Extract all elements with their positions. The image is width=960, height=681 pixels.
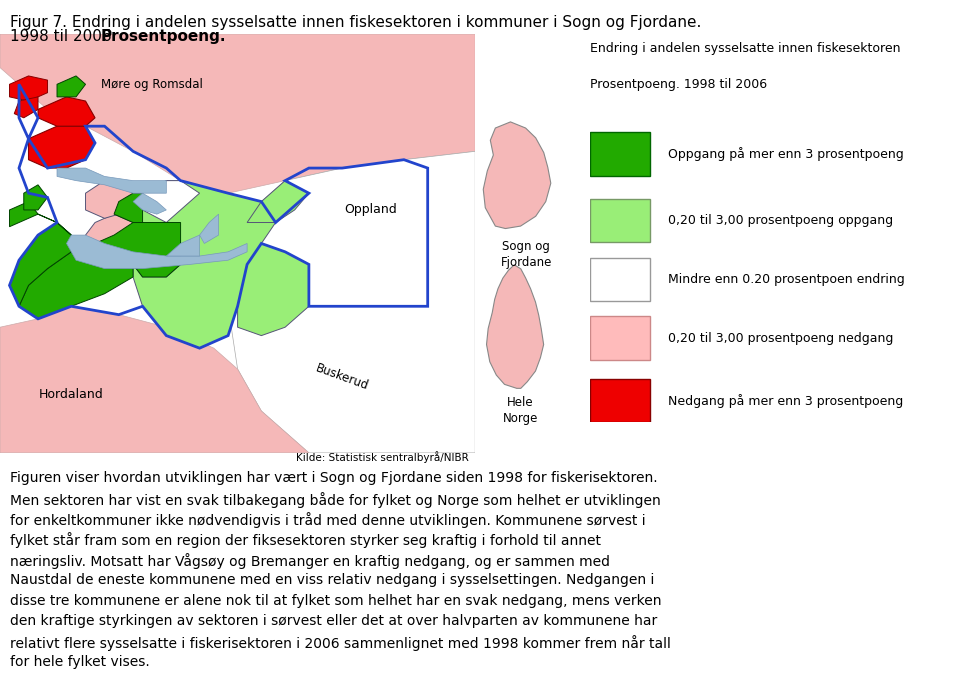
Polygon shape [0, 34, 475, 193]
Polygon shape [0, 306, 309, 453]
Polygon shape [238, 244, 309, 336]
Bar [590, 132, 650, 176]
Bar [590, 379, 650, 422]
Text: Prosentpoeng.: Prosentpoeng. [101, 29, 227, 44]
Text: næringsliv. Motsatt har Vågsøy og Bremanger en kraftig nedgang, og er sammen med: næringsliv. Motsatt har Vågsøy og Breman… [10, 553, 610, 569]
Text: Men sektoren har vist en svak tilbakegang både for fylket og Norge som helhet er: Men sektoren har vist en svak tilbakegan… [10, 492, 660, 507]
Polygon shape [133, 180, 276, 348]
Polygon shape [10, 76, 47, 101]
Text: 0,20 til 3,00 prosentpoeng oppgang: 0,20 til 3,00 prosentpoeng oppgang [668, 214, 893, 227]
Polygon shape [114, 193, 142, 223]
Text: Hordaland: Hordaland [39, 387, 104, 400]
Text: relativt flere sysselsatte i fiskerisektoren i 2006 sammenlignet med 1998 kommer: relativt flere sysselsatte i fiskerisekt… [10, 635, 670, 650]
Text: Hele
Norge: Hele Norge [503, 396, 538, 426]
Polygon shape [57, 76, 85, 97]
Text: Figuren viser hvordan utviklingen har vært i Sogn og Fjordane siden 1998 for fis: Figuren viser hvordan utviklingen har væ… [10, 471, 658, 486]
Polygon shape [142, 180, 200, 223]
Text: disse tre kommunene er alene nok til at fylket som helhet har en svak nedgang, m: disse tre kommunene er alene nok til at … [10, 594, 661, 608]
Polygon shape [124, 223, 180, 277]
Polygon shape [487, 265, 543, 388]
Text: den kraftige styrkingen av sektoren i sørvest eller det at over halvparten av ko: den kraftige styrkingen av sektoren i sø… [10, 614, 657, 629]
Polygon shape [57, 168, 166, 193]
Text: 0,20 til 3,00 prosentpoeng nedgang: 0,20 til 3,00 prosentpoeng nedgang [668, 332, 894, 345]
Polygon shape [133, 193, 166, 214]
Text: Møre og Romsdal: Møre og Romsdal [101, 78, 203, 91]
Text: Nedgang på mer enn 3 prosentpoeng: Nedgang på mer enn 3 prosentpoeng [668, 394, 903, 408]
Text: Prosentpoeng. 1998 til 2006: Prosentpoeng. 1998 til 2006 [590, 78, 768, 91]
Polygon shape [85, 180, 133, 219]
Polygon shape [66, 235, 247, 268]
Polygon shape [85, 214, 133, 264]
Text: fylket står fram som en region der fiksesektoren styrker seg kraftig i forhold t: fylket står fram som en region der fikse… [10, 533, 601, 548]
Text: Naustdal de eneste kommunene med en viss relativ nedgang i sysselsettingen. Nedg: Naustdal de eneste kommunene med en viss… [10, 573, 654, 588]
Polygon shape [38, 97, 95, 126]
Text: Kilde: Statistisk sentralbyrå/NIBR: Kilde: Statistisk sentralbyrå/NIBR [296, 451, 468, 462]
Text: Mindre enn 0.20 prosentpoen endring: Mindre enn 0.20 prosentpoen endring [668, 273, 904, 286]
Text: for enkeltkommuner ikke nødvendigvis i tråd med denne utviklingen. Kommunene sør: for enkeltkommuner ikke nødvendigvis i t… [10, 512, 645, 528]
Polygon shape [14, 97, 38, 118]
Polygon shape [10, 223, 71, 306]
Polygon shape [10, 202, 71, 235]
Text: Oppgang på mer enn 3 prosentpoeng: Oppgang på mer enn 3 prosentpoeng [668, 147, 903, 161]
Polygon shape [29, 126, 95, 168]
Polygon shape [95, 223, 180, 277]
Polygon shape [19, 252, 133, 319]
Polygon shape [200, 214, 219, 244]
Polygon shape [247, 180, 309, 223]
Text: for hele fylket vises.: for hele fylket vises. [10, 655, 150, 669]
Polygon shape [228, 151, 475, 453]
Bar [590, 257, 650, 301]
Bar [590, 199, 650, 242]
Text: Endring i andelen sysselsatte innen fiskesektoren: Endring i andelen sysselsatte innen fisk… [590, 42, 900, 55]
Polygon shape [483, 122, 551, 229]
Text: Figur 7. Endring i andelen sysselsatte innen fiskesektoren i kommuner i Sogn og : Figur 7. Endring i andelen sysselsatte i… [10, 15, 701, 30]
Text: Buskerud: Buskerud [314, 362, 371, 393]
Polygon shape [24, 185, 47, 210]
Bar [590, 317, 650, 360]
Text: Sogn og
Fjordane: Sogn og Fjordane [500, 240, 552, 269]
Text: Oppland: Oppland [345, 204, 397, 217]
Text: 1998 til 2006.: 1998 til 2006. [10, 29, 121, 44]
Polygon shape [166, 235, 200, 256]
